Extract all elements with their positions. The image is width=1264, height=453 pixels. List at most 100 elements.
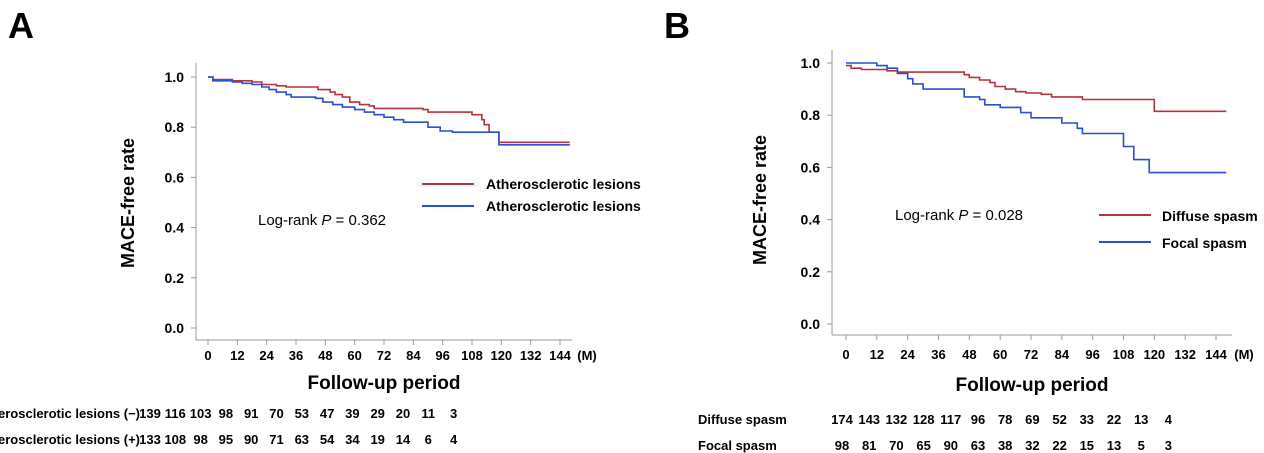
risk-count: 15: [1080, 438, 1094, 453]
x-axis-title: Follow-up period: [307, 373, 460, 394]
risk-count: 14: [396, 432, 411, 447]
x-tick-label: 60: [993, 347, 1007, 362]
log-rank-p: P: [321, 212, 331, 229]
risk-count: 174: [831, 412, 853, 427]
risk-row-label: Atherosclerotic lesions (−): [0, 406, 140, 421]
y-tick-label: 0.8: [801, 107, 821, 123]
x-tick-label: 132: [520, 348, 542, 363]
x-unit-label: (M): [577, 348, 597, 363]
risk-count: 39: [345, 406, 359, 421]
log-rank-annotation: Log-rank P = 0.028: [895, 207, 1023, 224]
x-tick-label: 72: [1024, 347, 1038, 362]
risk-count: 71: [269, 432, 283, 447]
log-rank-p: P: [958, 207, 968, 224]
risk-count: 5: [1138, 438, 1145, 453]
y-tick-label: 0.6: [801, 159, 821, 175]
risk-count: 81: [862, 438, 876, 453]
x-tick-label: 0: [204, 348, 211, 363]
x-tick-label: 120: [490, 348, 512, 363]
risk-count: 98: [219, 406, 233, 421]
risk-count: 38: [998, 438, 1012, 453]
x-tick-label: 96: [435, 348, 449, 363]
x-tick-label: 36: [289, 348, 303, 363]
risk-count: 98: [835, 438, 849, 453]
risk-row-label: Diffuse spasm: [698, 412, 787, 427]
risk-count: 34: [345, 432, 360, 447]
risk-count: 54: [320, 432, 335, 447]
risk-count: 95: [219, 432, 233, 447]
risk-count: 11: [421, 406, 435, 421]
risk-count: 128: [913, 412, 935, 427]
risk-count: 98: [193, 432, 207, 447]
risk-row-label: Focal spasm: [698, 438, 777, 453]
risk-count: 96: [971, 412, 985, 427]
x-tick-label: 144: [1205, 347, 1227, 362]
risk-count: 4: [1165, 412, 1173, 427]
x-tick-label: 84: [1055, 347, 1070, 362]
y-tick-label: 0.0: [165, 320, 185, 336]
y-tick-label: 0.2: [165, 270, 185, 286]
x-tick-label: 60: [347, 348, 361, 363]
risk-count: 63: [295, 432, 309, 447]
y-tick-label: 1.0: [165, 69, 185, 85]
risk-count: 63: [971, 438, 985, 453]
log-rank-annotation: Log-rank P = 0.362: [258, 212, 386, 229]
x-tick-label: 48: [962, 347, 976, 362]
risk-count: 4: [450, 432, 458, 447]
x-unit-label: (M): [1234, 347, 1254, 362]
risk-count: 70: [269, 406, 283, 421]
y-tick-label: 0.8: [165, 119, 185, 135]
risk-count: 13: [1134, 412, 1148, 427]
legend-label-1: Atherosclerotic lesions: [486, 198, 641, 214]
risk-count: 6: [425, 432, 432, 447]
risk-count: 103: [190, 406, 212, 421]
x-tick-label: 0: [842, 347, 849, 362]
risk-count: 70: [889, 438, 903, 453]
series-line-1: [846, 62, 1227, 174]
legend-label-0: Atherosclerotic lesions: [486, 176, 641, 192]
panel-b: B 0.0 0.2 0.4 0.6 0.8 1.0 0 12 24 36 48 60 72 84 96 108 1…: [664, 5, 1258, 453]
series-line-1: [208, 76, 570, 146]
risk-count: 52: [1052, 412, 1066, 427]
x-tick-label: 12: [230, 348, 244, 363]
risk-count: 133: [139, 432, 161, 447]
risk-count: 47: [320, 406, 334, 421]
y-tick-label: 0.2: [801, 264, 821, 280]
y-tick-label: 0.4: [165, 220, 185, 236]
panel-label: A: [8, 5, 34, 46]
panel-a: A0.00.20.40.60.81.00 12 24 36 48 60 72 84 96 108 1…: [0, 5, 641, 447]
x-tick-label: 24: [900, 347, 915, 362]
risk-count: 78: [998, 412, 1012, 427]
log-rank-value: = 0.362: [331, 212, 386, 229]
x-tick-label: 12: [870, 347, 884, 362]
x-tick-label: 84: [406, 348, 421, 363]
risk-count: 117: [940, 412, 961, 427]
risk-count: 69: [1025, 412, 1039, 427]
y-tick-label: 0.0: [801, 316, 821, 332]
y-axis-title: MACE-free rate: [750, 135, 770, 265]
x-tick-label: 36: [931, 347, 945, 362]
risk-count: 32: [1025, 438, 1039, 453]
risk-count: 116: [165, 406, 186, 421]
risk-count: 91: [244, 406, 258, 421]
risk-count: 33: [1080, 412, 1094, 427]
log-rank-value: = 0.028: [968, 207, 1023, 224]
y-tick-label: 1.0: [801, 55, 821, 71]
risk-count: 108: [164, 432, 186, 447]
x-tick-label: 96: [1085, 347, 1099, 362]
risk-count: 132: [886, 412, 908, 427]
risk-row-label: Atherosclerotic lesions (+): [0, 432, 140, 447]
series-line-0: [846, 64, 1227, 113]
x-tick-label: 72: [377, 348, 391, 363]
risk-count: 29: [370, 406, 384, 421]
risk-count: 22: [1107, 412, 1121, 427]
risk-count: 143: [858, 412, 880, 427]
legend-label-1: Focal spasm: [1162, 235, 1247, 251]
risk-count: 3: [450, 406, 457, 421]
risk-count: 65: [916, 438, 930, 453]
risk-count: 19: [370, 432, 384, 447]
risk-count: 90: [244, 432, 258, 447]
y-axis-title: MACE-free rate: [118, 138, 138, 268]
x-tick-label: 108: [1113, 347, 1135, 362]
x-tick-label: 108: [461, 348, 483, 363]
